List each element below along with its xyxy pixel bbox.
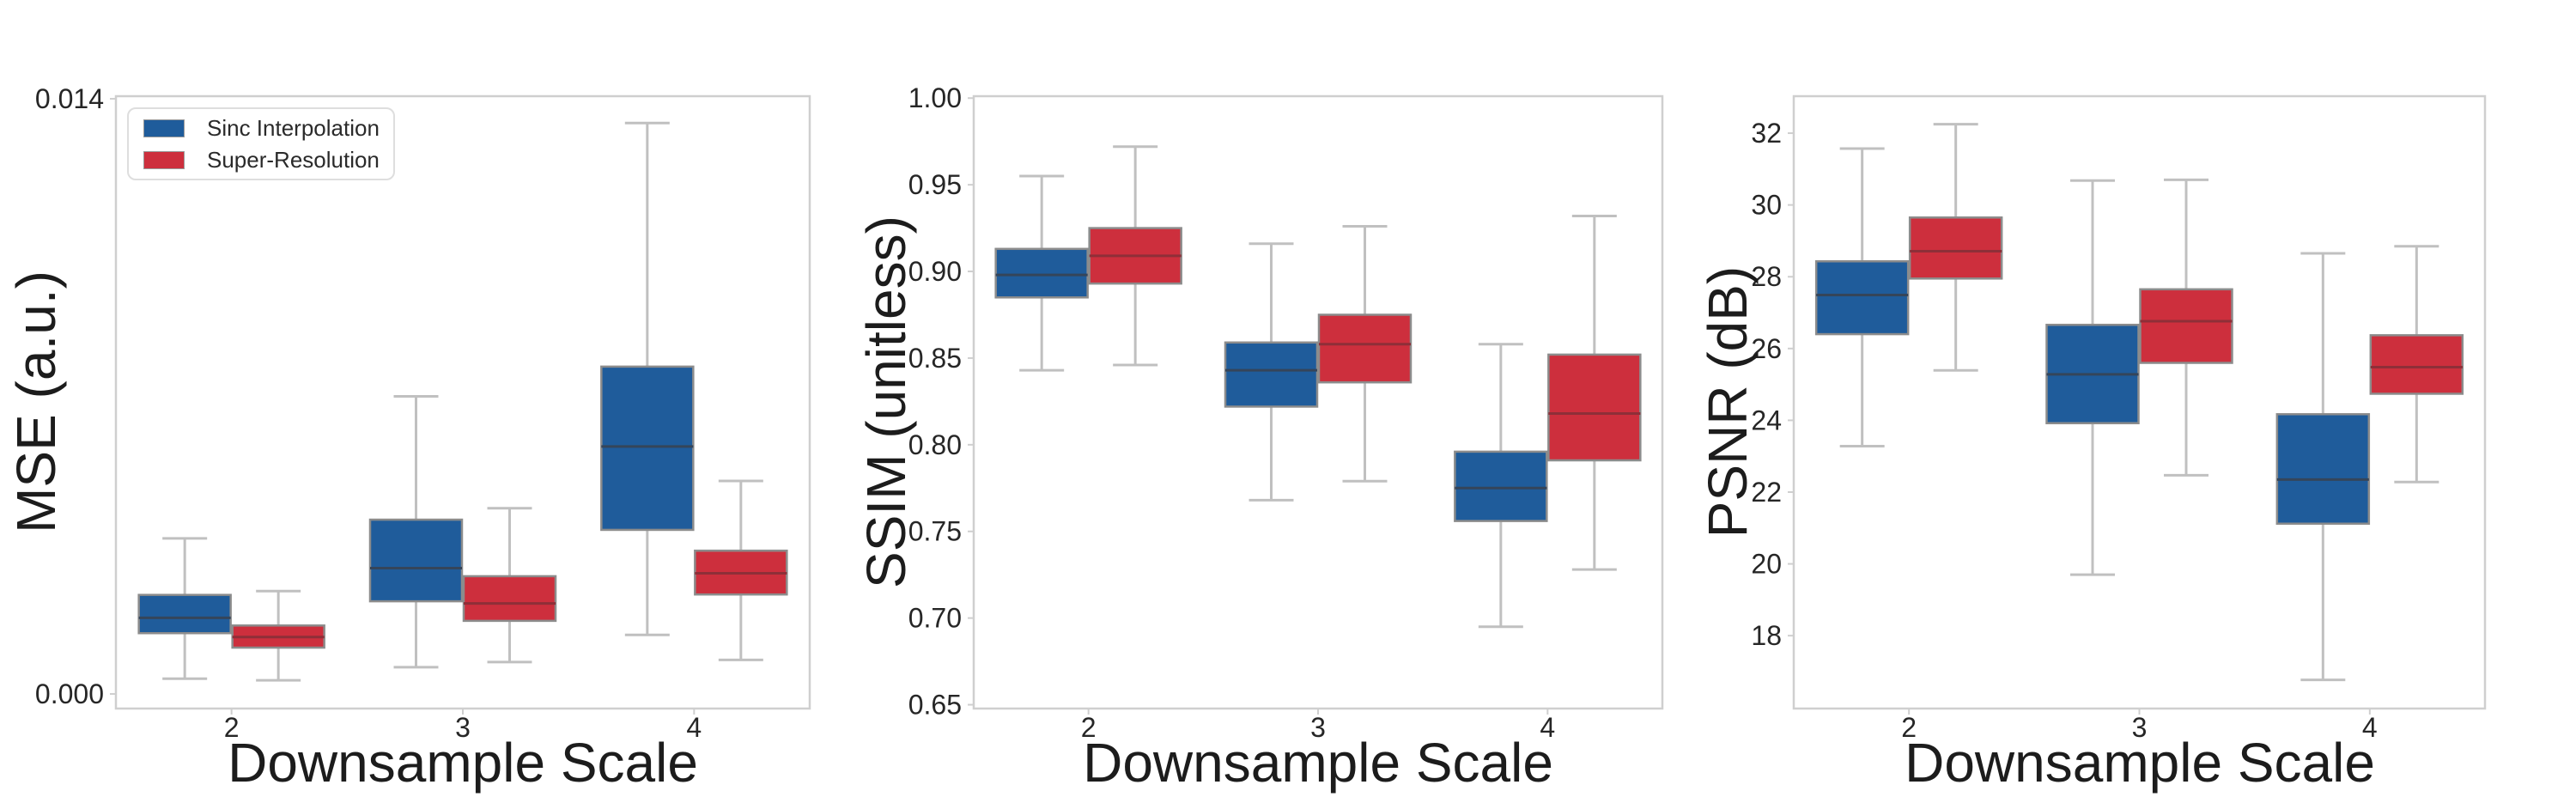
iqr-box <box>994 247 1089 299</box>
box-mse-scale2-sinc-interpolation <box>137 537 232 680</box>
box-mse-scale2-super-resolution <box>231 589 325 682</box>
box-mse-scale4-sinc-interpolation <box>600 121 695 636</box>
psnr-x-tick-label: 2 <box>1901 712 1917 743</box>
legend-swatch-blue-icon <box>143 119 185 137</box>
iqr-box <box>2139 288 2233 364</box>
mse-y-tick-label: 0.000 <box>35 678 104 709</box>
psnr-plot-border <box>1792 94 2487 710</box>
ssim-y-tick-label: 0.95 <box>908 169 962 200</box>
x-axis-title-mse: Downsample Scale <box>228 732 698 794</box>
mse-x-tick-label: 2 <box>224 712 240 743</box>
legend: Sinc Interpolation Super-Resolution <box>127 107 395 180</box>
iqr-box <box>2275 413 2371 526</box>
iqr-box <box>1814 260 1910 336</box>
box-psnr-scale4-super-resolution <box>2369 245 2464 484</box>
box-ssim-scale3-super-resolution <box>1317 225 1413 483</box>
iqr-box <box>2369 334 2464 395</box>
psnr-y-tick-label: 26 <box>1751 333 1782 364</box>
ssim-y-tick-label: 0.70 <box>908 603 962 634</box>
mse-plot-border <box>114 94 811 710</box>
box-ssim-scale4-super-resolution <box>1547 214 1642 571</box>
iqr-box <box>600 365 695 532</box>
ssim-plot-border <box>972 94 1664 710</box>
box-psnr-scale2-sinc-interpolation <box>1814 147 1910 447</box>
ssim-x-tick-label: 3 <box>1310 712 1326 743</box>
ssim-axes: 1.00 0.95 0.90 0.85 0.80 0.75 0.70 0.65 2 3 4 <box>908 82 1664 743</box>
psnr-axes: 32 30 28 26 24 22 20 18 2 3 4 <box>1751 94 2487 743</box>
mse-y-tick-label: 0.014 <box>35 83 104 114</box>
mse-x-tick-label: 3 <box>455 712 471 743</box>
ssim-x-tick-label: 2 <box>1081 712 1097 743</box>
legend-item-sinc-interpolation: Sinc Interpolation <box>129 113 393 143</box>
psnr-y-tick-label: 18 <box>1751 620 1782 651</box>
legend-label: Sinc Interpolation <box>207 114 380 141</box>
box-psnr-scale3-super-resolution <box>2139 178 2233 477</box>
psnr-y-tick-label: 30 <box>1751 190 1782 221</box>
legend-item-super-resolution: Super-Resolution <box>129 145 393 174</box>
y-axis-title-ssim: SSIM (unitless) <box>855 216 917 588</box>
mse-x-tick-label: 4 <box>686 712 702 743</box>
ssim-y-tick-label: 0.80 <box>908 429 962 460</box>
iqr-box <box>1317 313 1413 384</box>
psnr-y-tick-label: 20 <box>1751 549 1782 580</box>
iqr-box <box>368 518 464 603</box>
legend-label: Super-Resolution <box>207 146 380 173</box>
psnr-x-tick-label: 4 <box>2362 712 2378 743</box>
y-axis-title-mse: MSE (a.u.) <box>5 271 67 533</box>
mse-axes: 0.014 0.000 2 3 4 <box>35 83 811 743</box>
psnr-y-tick-label: 28 <box>1751 261 1782 292</box>
ssim-y-tick-label: 0.65 <box>908 690 962 721</box>
x-axis-title-psnr: Downsample Scale <box>1905 732 2375 794</box>
y-axis-title-psnr: PSNR (dB) <box>1697 265 1759 538</box>
x-axis-title-ssim: Downsample Scale <box>1083 732 1553 794</box>
legend-swatch-red-icon <box>143 150 185 169</box>
psnr-y-tick-label: 22 <box>1751 477 1782 508</box>
iqr-box <box>462 575 557 623</box>
box-mse-scale3-super-resolution <box>462 507 557 664</box>
ssim-y-tick-label: 0.90 <box>908 256 962 287</box>
ssim-y-tick-label: 0.85 <box>908 343 962 374</box>
box-psnr-scale4-sinc-interpolation <box>2275 252 2371 682</box>
box-ssim-scale3-sinc-interpolation <box>1224 242 1319 502</box>
box-psnr-scale3-sinc-interpolation <box>2045 179 2140 576</box>
box-ssim-scale2-sinc-interpolation <box>994 174 1089 372</box>
psnr-x-tick-label: 3 <box>2132 712 2148 743</box>
psnr-y-tick-label: 24 <box>1751 405 1782 435</box>
box-mse-scale3-sinc-interpolation <box>368 395 464 669</box>
iqr-box <box>1908 216 2003 280</box>
box-mse-scale4-super-resolution <box>694 479 788 661</box>
psnr-y-tick-label: 32 <box>1751 118 1782 149</box>
iqr-box <box>1454 450 1548 522</box>
box-psnr-scale2-super-resolution <box>1908 123 2003 372</box>
ssim-x-tick-label: 4 <box>1540 712 1555 743</box>
iqr-box <box>137 593 232 635</box>
iqr-box <box>1224 341 1319 408</box>
iqr-box <box>1547 353 1642 462</box>
box-ssim-scale2-super-resolution <box>1088 145 1182 367</box>
ssim-y-tick-label: 0.75 <box>908 516 962 547</box>
box-ssim-scale4-sinc-interpolation <box>1454 343 1548 629</box>
ssim-y-tick-label: 1.00 <box>908 82 962 113</box>
